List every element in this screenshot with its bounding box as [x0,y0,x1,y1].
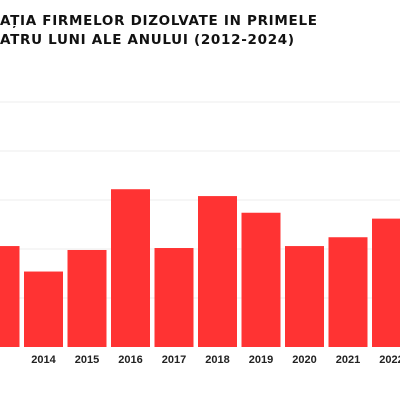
x-tick-labels: 2014 2015 2016 2017 2018 2019 2020 2021 2022 [31,354,400,366]
chart-title-line-1: AȚIA FIRMELOR DIZOLVATE IN PRIMELE [0,13,318,29]
x-tick-label: 2020 [292,354,316,366]
chart-title: AȚIA FIRMELOR DIZOLVATE IN PRIMELE ATRU … [0,12,318,50]
bar-2014 [24,271,63,347]
bar-2015 [67,249,107,347]
x-tick-label: 2015 [75,354,99,366]
bar-2022 [372,218,400,347]
chart-title-line-2: ATRU LUNI ALE ANULUI (2012-2024) [0,32,295,48]
bar-2017 [154,248,194,347]
bar-2021 [328,237,368,347]
bars [0,189,400,347]
x-tick-label: 2018 [205,354,229,366]
x-tick-label: 2021 [336,354,360,366]
x-tick-label: 2019 [249,354,273,366]
x-tick-label: 2022 [379,354,400,366]
x-tick-label: 2016 [118,354,142,366]
bar-2016 [111,189,150,347]
bar-2019 [241,212,281,347]
bar-2018 [198,196,237,347]
x-tick-label: 2017 [162,354,186,366]
bar-partial-0 [0,246,20,347]
x-tick-label: 2014 [31,354,56,366]
bar-2020 [285,246,324,347]
